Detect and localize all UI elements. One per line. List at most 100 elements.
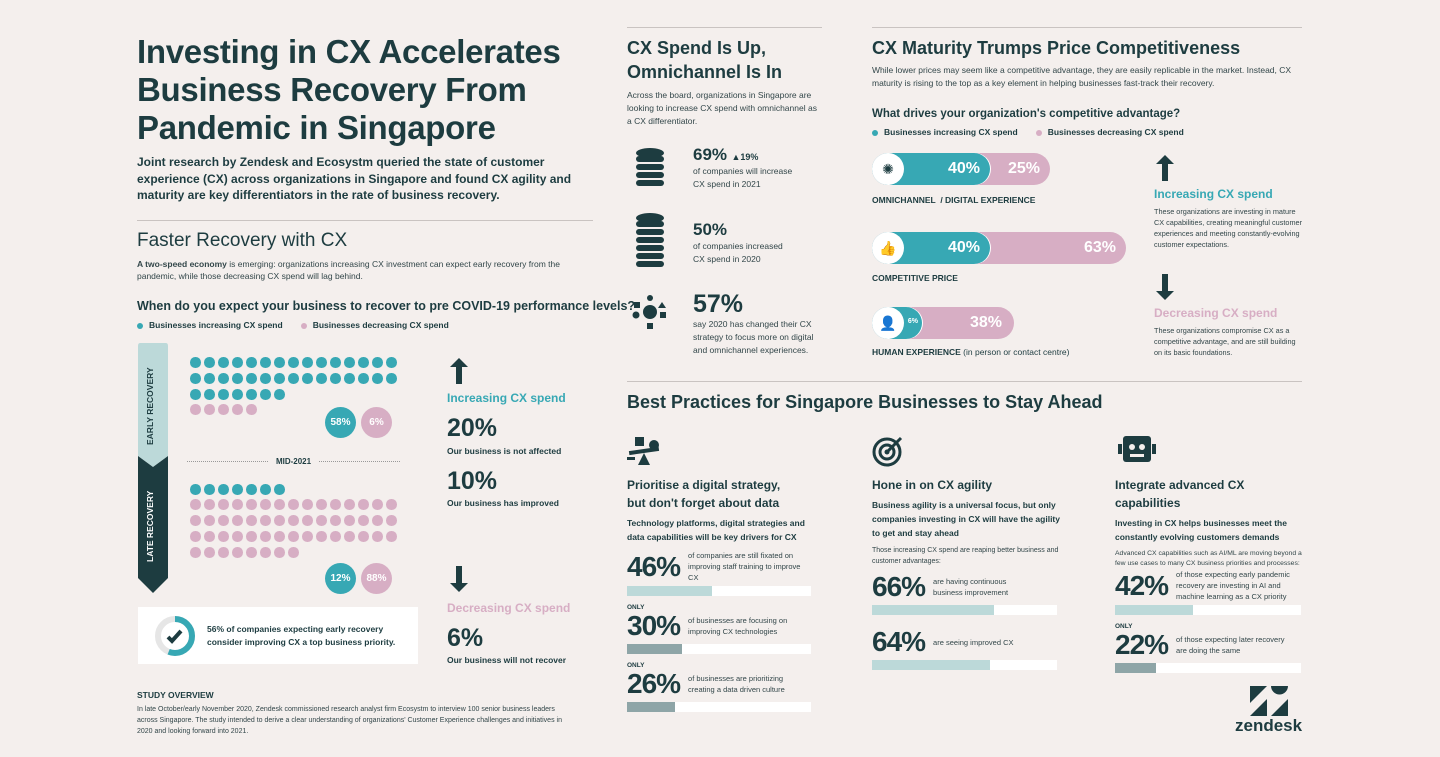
- bar-label-bold: HUMAN EXPERIENCE: [872, 347, 961, 357]
- callout-text: 56% of companies expecting early recover…: [207, 623, 395, 649]
- respondent-dot: [260, 357, 271, 368]
- respondent-dot: [204, 499, 215, 510]
- stat-bar-fill: [627, 644, 683, 654]
- respondent-dot: [232, 531, 243, 542]
- respondent-dot: [190, 515, 201, 526]
- respondent-dot: [288, 515, 299, 526]
- respondent-dot: [330, 357, 341, 368]
- respondent-dot: [218, 547, 229, 558]
- late-dot-grid: [190, 484, 405, 558]
- respondent-dot: [274, 357, 285, 368]
- title-line: Business Recovery From: [137, 71, 527, 108]
- stat-bar-fill: [627, 702, 675, 712]
- respondent-dot: [274, 484, 285, 495]
- dot-row: [190, 547, 405, 558]
- title-line: Investing in CX Accelerates: [137, 33, 561, 70]
- dot-row: [190, 357, 405, 368]
- bar-label: OMNICHANNEL / DIGITAL EXPERIENCE: [872, 195, 1036, 205]
- respondent-dot: [246, 531, 257, 542]
- respondent-dot: [358, 515, 369, 526]
- respondent-dot: [190, 404, 201, 415]
- respondent-dot: [232, 515, 243, 526]
- respondent-dot: [302, 531, 313, 542]
- recovery-text-body: is emerging: organizations increasing CX…: [137, 259, 560, 281]
- bar-value: 25%: [1007, 160, 1040, 177]
- stat-value: 10%: [447, 467, 498, 495]
- practice-stat: 66% are having continuous business improv…: [872, 572, 1057, 615]
- spend-delta: ▲19%: [731, 152, 759, 162]
- respondent-dot: [358, 531, 369, 542]
- respondent-dot: [204, 357, 215, 368]
- respondent-dot: [274, 531, 285, 542]
- early-increasing-badge: 58%: [325, 407, 356, 438]
- title-line: Pandemic in Singapore: [137, 109, 496, 146]
- spend-value: 57%: [693, 290, 744, 318]
- stat-bar-track: [1115, 605, 1301, 615]
- spend-text: strategy to focus more on digital: [693, 332, 814, 342]
- respondent-dot: [260, 531, 271, 542]
- page-title: Investing in CX Accelerates Business Rec…: [137, 33, 561, 147]
- maturity-increasing-text: These organizations are investing in mat…: [1154, 207, 1303, 249]
- practice-column: Integrate advanced CX capabilities Inves…: [1115, 476, 1305, 569]
- practice-stat: ONLY 26% of businesses are prioritizing cr…: [627, 662, 811, 712]
- study-title: STUDY OVERVIEW: [137, 690, 214, 700]
- intro-text: Joint research by Zendesk and Ecosystm q…: [137, 155, 572, 202]
- respondent-dot: [246, 373, 257, 384]
- spend-text: CX spend in 2020: [693, 254, 761, 264]
- respondent-dot: [288, 531, 299, 542]
- respondent-dot: [218, 499, 229, 510]
- spend-title: CX Spend Is Up, Omnichannel Is In: [627, 36, 782, 84]
- practice-heading: Hone in on CX agility: [872, 478, 993, 492]
- respondent-dot: [288, 357, 299, 368]
- respondent-dot: [204, 547, 215, 558]
- bar-value: 63%: [1083, 239, 1116, 256]
- stat-text: of companies are still fixated on improv…: [688, 551, 801, 582]
- stat-bar-fill: [872, 605, 995, 615]
- stat-label: Our business will not recover: [447, 655, 567, 665]
- respondent-dot: [344, 499, 355, 510]
- practice-note: Advanced CX capabilities such as AI/ML a…: [1115, 550, 1302, 567]
- respondent-dot: [372, 373, 383, 384]
- respondent-dot: [204, 515, 215, 526]
- respondent-dot: [218, 515, 229, 526]
- balance-icon: [627, 437, 660, 465]
- respondent-dot: [246, 404, 257, 415]
- respondent-dot: [232, 357, 243, 368]
- stat-value: 64%: [872, 626, 926, 657]
- respondent-dot: [274, 547, 285, 558]
- spend-item: 57% say 2020 has changed their CX strate…: [693, 290, 813, 357]
- stat-label: Our business is not affected: [447, 446, 562, 456]
- stat-bar-track: [627, 702, 811, 712]
- respondent-dot: [190, 373, 201, 384]
- respondent-dot: [316, 515, 327, 526]
- stat-value: 30%: [627, 610, 681, 641]
- practice-stats: 66% are having continuous business improv…: [872, 572, 1057, 670]
- respondent-dot: [204, 531, 215, 542]
- recovery-title: Faster Recovery with CX: [137, 230, 348, 251]
- respondent-dot: [330, 373, 341, 384]
- respondent-dot: [246, 389, 257, 400]
- respondent-dot: [386, 499, 397, 510]
- spend-text: of companies increased: [693, 241, 783, 251]
- respondent-dot: [302, 357, 313, 368]
- respondent-dot: [204, 373, 215, 384]
- respondent-dot: [246, 357, 257, 368]
- respondent-dot: [232, 404, 243, 415]
- stat-value: 66%: [872, 571, 926, 602]
- respondent-dot: [330, 515, 341, 526]
- recovery-text: A two-speed economy is emerging: organiz…: [137, 258, 595, 282]
- respondent-dot: [204, 404, 215, 415]
- target-icon: [872, 436, 903, 467]
- practices-title: Best Practices for Singapore Businesses …: [627, 392, 1103, 412]
- legend-label: Businesses decreasing CX spend: [312, 320, 449, 330]
- late-decreasing-badge: 88%: [361, 563, 392, 594]
- stat-bar-track: [627, 644, 811, 654]
- dot-row: [190, 373, 405, 384]
- late-recovery-label: LATE RECOVERY: [145, 490, 155, 562]
- practice-heading: Prioritise a digital strategy, but don't…: [627, 478, 781, 510]
- respondent-dot: [190, 389, 201, 400]
- legend-label: Businesses increasing CX spend: [884, 127, 1018, 137]
- spend-value: 50%: [693, 220, 728, 239]
- practice-stat: 42% of those expecting early pandemic rec…: [1115, 569, 1301, 615]
- early-dot-grid: [190, 357, 405, 415]
